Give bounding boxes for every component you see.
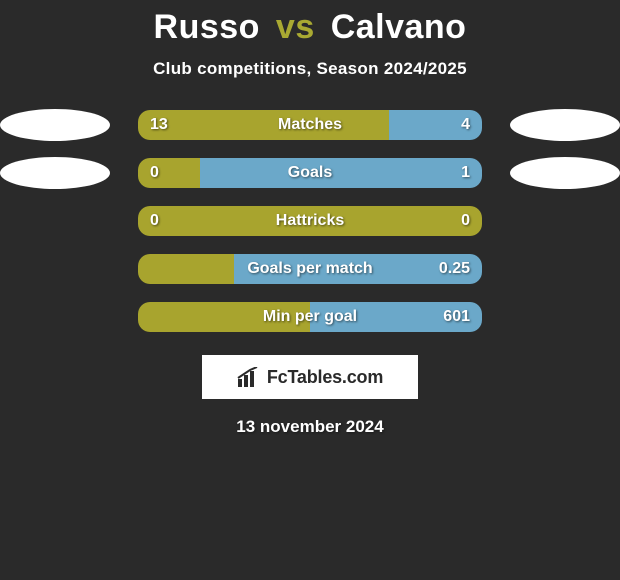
stat-row: 0 0 Hattricks (0, 205, 620, 237)
stat-bar: 13 4 Matches (138, 110, 482, 140)
player1-badge (0, 109, 110, 141)
stat-row: 0 1 Goals (0, 157, 620, 189)
player2-badge (510, 253, 620, 285)
stat-value-left: 0 (150, 164, 159, 182)
page-title: Russo vs Calvano (0, 0, 620, 47)
stats-container: 13 4 Matches 0 1 Goals 0 0 Hattricks 0.25 Goals pe… (0, 109, 620, 333)
stat-value-right: 0 (461, 212, 470, 230)
stat-value-right: 4 (461, 116, 470, 134)
player1-badge (0, 157, 110, 189)
stat-label: Matches (278, 116, 342, 134)
subtitle: Club competitions, Season 2024/2025 (0, 59, 620, 79)
stat-value-right: 0.25 (439, 260, 470, 278)
stat-row: 601 Min per goal (0, 301, 620, 333)
stat-row: 13 4 Matches (0, 109, 620, 141)
player1-name: Russo (154, 8, 260, 46)
player2-badge (510, 301, 620, 333)
bar-segment-right (200, 158, 482, 188)
stat-label: Min per goal (263, 308, 357, 326)
footer-date: 13 november 2024 (0, 417, 620, 437)
player2-badge (510, 109, 620, 141)
logo-text: FcTables.com (267, 367, 383, 388)
stat-value-right: 601 (443, 308, 470, 326)
stat-bar: 0 1 Goals (138, 158, 482, 188)
stat-row: 0.25 Goals per match (0, 253, 620, 285)
stat-label: Goals (288, 164, 332, 182)
bar-segment-left (138, 158, 200, 188)
stat-value-right: 1 (461, 164, 470, 182)
bar-segment-left (138, 254, 234, 284)
player1-badge (0, 205, 110, 237)
source-logo: FcTables.com (202, 355, 418, 399)
bar-segment-left (138, 110, 389, 140)
stat-bar: 0 0 Hattricks (138, 206, 482, 236)
stat-label: Goals per match (247, 260, 372, 278)
player2-badge (510, 205, 620, 237)
stat-value-left: 13 (150, 116, 168, 134)
player2-badge (510, 157, 620, 189)
stat-label: Hattricks (276, 212, 344, 230)
stat-bar: 601 Min per goal (138, 302, 482, 332)
stat-value-left: 0 (150, 212, 159, 230)
player2-name: Calvano (331, 8, 467, 46)
player1-badge (0, 301, 110, 333)
stat-bar: 0.25 Goals per match (138, 254, 482, 284)
vs-text: vs (276, 8, 315, 46)
bar-chart-icon (237, 367, 261, 387)
player1-badge (0, 253, 110, 285)
